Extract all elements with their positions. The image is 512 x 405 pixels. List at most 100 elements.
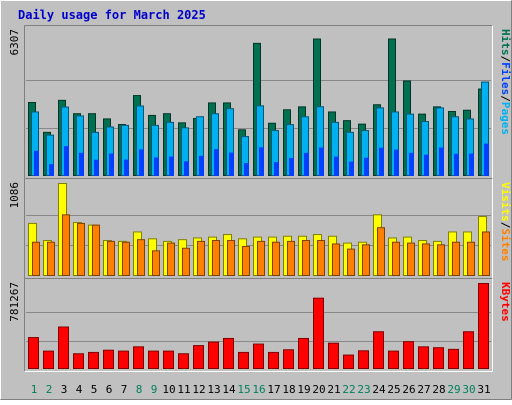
panel-kbytes-day-15 xyxy=(238,351,249,369)
sites-bar xyxy=(107,240,115,276)
day-axis-labels: 1 2 3 4 5 6 7 8 9 10 11 12 13 14 15 16 17 18 19 20 21 22 23 24 2… xyxy=(31,383,491,396)
panel-hits-files-pages-day-2 xyxy=(43,131,54,177)
kbytes-bar xyxy=(223,337,234,370)
panel-visits-sites-day-7 xyxy=(118,240,130,276)
day-label-2: 2 xyxy=(46,383,53,396)
day-label-20: 20 xyxy=(312,383,325,396)
sites-bar xyxy=(332,243,340,276)
pages-bar xyxy=(94,159,99,176)
panel-kbytes-day-8 xyxy=(133,346,144,369)
panel-kbytes-day-5 xyxy=(88,351,99,369)
day-label-27: 27 xyxy=(417,383,430,396)
panel-visits-sites-day-14 xyxy=(223,234,235,277)
panel-hits-files-pages-day-27 xyxy=(418,113,429,177)
pages-bar xyxy=(334,156,339,176)
day-label-17: 17 xyxy=(267,383,280,396)
panel-kbytes-day-11 xyxy=(178,353,189,370)
day-label-4: 4 xyxy=(76,383,83,396)
panel-hits-files-pages-day-29 xyxy=(448,111,459,176)
day-label-21: 21 xyxy=(327,383,340,396)
panel-visits-sites-day-16 xyxy=(253,236,265,277)
panel-hits-files-pages-day-30 xyxy=(463,109,474,177)
kbytes-bar xyxy=(28,337,39,369)
kbytes-bar xyxy=(253,343,264,370)
panel-visits-sites-day-2 xyxy=(43,240,55,276)
panel-kbytes-day-28 xyxy=(433,347,444,369)
panel-hits-files-pages-day-10 xyxy=(163,113,174,176)
kbytes-bar xyxy=(88,351,99,369)
panel-visits-sites-day-28 xyxy=(433,240,445,276)
sites-bar xyxy=(77,222,85,277)
sites-bar xyxy=(407,242,415,276)
pages-bar xyxy=(154,157,159,177)
pages-bar xyxy=(409,152,414,177)
sites-bar xyxy=(47,241,55,276)
panel-kbytes-day-30 xyxy=(463,331,474,369)
panel-kbytes-day-27 xyxy=(418,346,429,369)
panel-visits-sites-day-22 xyxy=(343,242,355,276)
panel-kbytes-day-3 xyxy=(58,326,69,369)
panel-visits-sites-day-31 xyxy=(478,216,490,277)
day-label-8: 8 xyxy=(136,383,143,396)
legend-visits: Visits xyxy=(499,182,512,222)
day-label-18: 18 xyxy=(282,383,295,396)
panel-hits-files-pages: 6307 Hits/Files/Pages xyxy=(8,25,512,179)
sites-bar xyxy=(182,247,190,276)
panel-visits-sites-legend: Visits/Sites xyxy=(499,182,512,262)
panel-visits-sites-day-21 xyxy=(328,235,340,277)
day-label-15: 15 xyxy=(237,383,250,396)
day-label-22: 22 xyxy=(342,383,355,396)
panel-visits-sites-day-18 xyxy=(283,235,295,277)
pages-bar xyxy=(379,147,384,176)
pages-bar xyxy=(394,149,399,177)
day-label-14: 14 xyxy=(222,383,236,396)
panel-kbytes-day-23 xyxy=(358,350,369,369)
kbytes-bar xyxy=(193,345,204,369)
panel-visits-sites-day-8 xyxy=(133,231,145,277)
pages-bar xyxy=(439,147,444,176)
panel-visits-sites-day-4 xyxy=(73,222,85,277)
panel-kbytes-day-16 xyxy=(253,343,264,370)
panel-visits-sites-day-3 xyxy=(58,183,70,277)
sites-bar xyxy=(362,244,370,276)
chart-title: Daily usage for March 2025 xyxy=(18,8,206,22)
panel-hits-files-pages-day-9 xyxy=(148,114,159,177)
panel-visits-sites-day-30 xyxy=(463,231,475,277)
legend-separator: / xyxy=(499,222,512,229)
panel-hits-files-pages-legend: Hits/Files/Pages xyxy=(499,29,512,135)
day-label-28: 28 xyxy=(432,383,445,396)
kbytes-bar xyxy=(283,349,294,370)
sites-bar xyxy=(347,248,355,276)
panel-hits-files-pages-day-21 xyxy=(328,111,339,177)
legend-separator: / xyxy=(499,56,512,63)
sites-bar xyxy=(62,214,70,277)
pages-bar xyxy=(229,152,234,176)
kbytes-bar xyxy=(418,346,429,369)
day-label-5: 5 xyxy=(91,383,98,396)
legend-files: Files xyxy=(499,62,512,95)
panel-kbytes-day-14 xyxy=(223,337,234,370)
panel-hits-files-pages-day-12 xyxy=(193,116,204,177)
panel-kbytes-day-4 xyxy=(73,353,84,370)
kbytes-bar xyxy=(478,283,489,369)
panel-hits-files-pages-day-6 xyxy=(103,118,114,176)
day-label-7: 7 xyxy=(121,383,128,396)
panel-visits-sites-day-5 xyxy=(88,224,100,277)
sites-bar xyxy=(257,240,265,276)
pages-bar xyxy=(259,147,264,176)
panel-hits-files-pages-day-13 xyxy=(208,102,219,176)
pages-bar xyxy=(139,149,144,176)
panel-hits-files-pages-day-19 xyxy=(298,106,309,177)
panel-hits-files-pages-day-8 xyxy=(133,95,144,176)
pages-bar xyxy=(184,161,189,177)
panel-kbytes-day-31 xyxy=(478,283,489,369)
kbytes-bar xyxy=(313,297,324,369)
kbytes-bar xyxy=(388,350,399,369)
pages-bar xyxy=(214,149,219,176)
panel-hits-files-pages-day-5 xyxy=(88,113,99,177)
pages-bar xyxy=(364,157,369,177)
panel-visits-sites-day-25 xyxy=(388,237,400,276)
panel-kbytes-day-24 xyxy=(373,331,384,369)
day-label-30: 30 xyxy=(462,383,475,396)
